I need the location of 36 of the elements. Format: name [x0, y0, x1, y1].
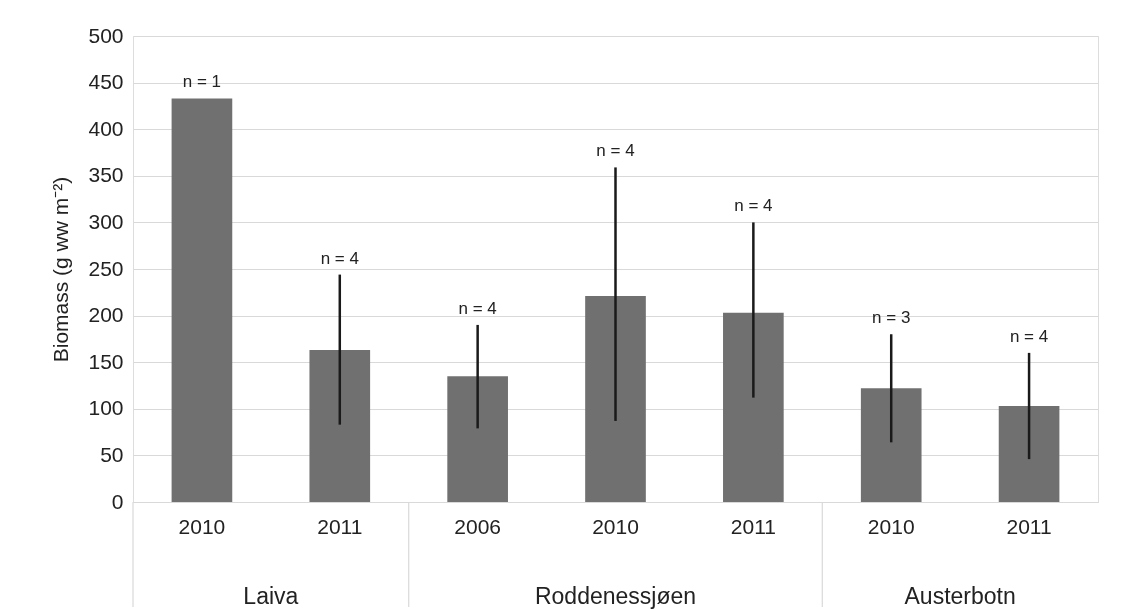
- bar: [447, 376, 508, 502]
- annotation: n = 4: [1009, 326, 1049, 346]
- y-tick-label: 200: [88, 303, 124, 327]
- x-tick-label: 2010: [178, 514, 226, 538]
- x-tick-label: 2006: [454, 514, 501, 538]
- bar: [585, 296, 646, 502]
- y-tick-label: 0: [111, 489, 124, 513]
- bar: [998, 406, 1060, 502]
- y-axis-title: Biomass (g ww m⁻²): [49, 176, 73, 363]
- annotation: n = 4: [734, 196, 773, 216]
- x-tick-label: 2011: [317, 514, 363, 538]
- y-tick-label: 250: [88, 256, 124, 280]
- x-tick-label: 2011: [730, 514, 776, 538]
- bar: [860, 388, 922, 502]
- y-tick-label: 500: [88, 23, 124, 47]
- x-tick-label: 2011: [1006, 514, 1052, 538]
- y-tick-label: 350: [88, 163, 124, 187]
- annotation: n = 1: [182, 72, 222, 92]
- annotation: n = 4: [458, 298, 497, 318]
- annotation: n = 4: [320, 248, 359, 268]
- bar: [171, 98, 233, 502]
- text: Laiva: [243, 583, 299, 609]
- y-tick-label: 150: [88, 349, 124, 373]
- text: Roddenessjøen: [534, 583, 697, 609]
- x-tick-label: 2010: [592, 514, 639, 538]
- y-tick-label: 50: [100, 442, 124, 466]
- x-tick-label: 2010: [867, 514, 915, 538]
- y-tick-label: 100: [88, 396, 124, 420]
- y-tick-label: 400: [88, 116, 124, 140]
- bar: [723, 312, 784, 502]
- bar: [309, 350, 371, 502]
- y-tick-label: 450: [88, 70, 124, 94]
- annotation: n = 4: [596, 141, 635, 161]
- annotation: n = 3: [872, 308, 911, 328]
- text: Austerbotn: [904, 583, 1016, 609]
- y-tick-label: 300: [88, 209, 124, 233]
